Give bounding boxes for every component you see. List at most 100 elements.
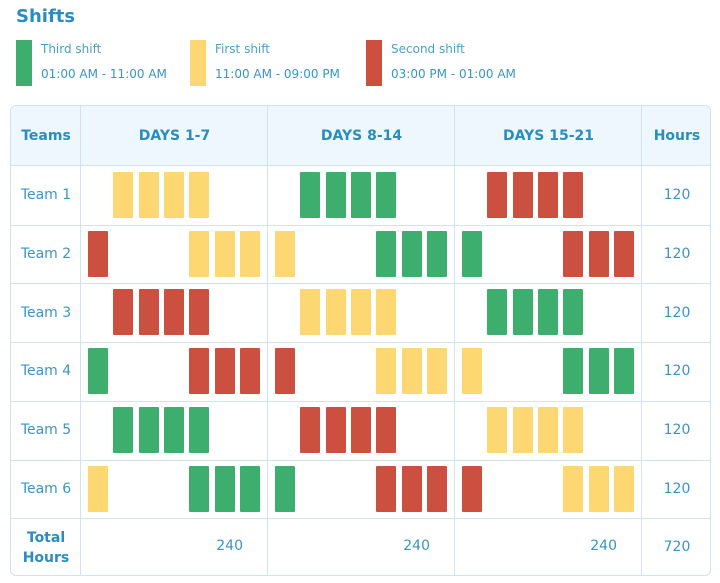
first-shift-bar (613, 465, 634, 512)
second-shift-bar (426, 465, 447, 512)
third-shift-bar (138, 406, 159, 453)
first-shift-bar (239, 230, 260, 277)
third-shift-bar (563, 289, 584, 336)
legend-swatch (190, 40, 206, 86)
second-shift-bar (537, 172, 558, 218)
third-shift-bar (325, 172, 346, 218)
total-label-line2: Hours (22, 550, 70, 566)
second-shift-bar (113, 289, 134, 336)
first-shift-bar (138, 172, 159, 218)
first-shift-bar (563, 465, 584, 512)
team-hours: 120 (663, 422, 691, 439)
team-label: Team 3 (20, 304, 72, 321)
team-label: Team 6 (20, 480, 72, 497)
third-shift-bar (214, 465, 235, 512)
legend-name: Third shift (41, 42, 102, 56)
third-shift-bar (588, 348, 609, 395)
second-shift-bar (376, 465, 397, 512)
second-shift-bar (613, 230, 634, 277)
first-shift-bar (563, 406, 584, 453)
first-shift-bar (214, 230, 235, 277)
third-shift-bar (462, 230, 482, 277)
header-days-1-7: DAYS 1-7 (138, 128, 211, 144)
third-shift-bar (239, 465, 260, 512)
team-label: Team 5 (20, 422, 72, 439)
legend-time: 01:00 AM - 11:00 AM (41, 67, 167, 81)
third-shift-bar (613, 348, 634, 395)
second-shift-bar (275, 348, 295, 395)
first-shift-bar (163, 172, 184, 218)
row-divider (11, 459, 710, 461)
team-label: Team 1 (20, 187, 72, 204)
legend-time: 11:00 AM - 09:00 PM (215, 67, 340, 81)
first-shift-bar (588, 465, 609, 512)
total-label-line1: Total (26, 530, 66, 546)
second-shift-bar (300, 406, 321, 453)
second-shift-bar (163, 289, 184, 336)
third-shift-bar (401, 230, 422, 277)
third-shift-bar (512, 289, 533, 336)
second-shift-bar (563, 172, 584, 218)
team-hours: 120 (663, 187, 691, 204)
header-days-15-21: DAYS 15-21 (503, 128, 594, 144)
second-shift-bar (487, 172, 508, 218)
first-shift-bar (350, 289, 371, 336)
header-teams: Teams (21, 128, 71, 144)
second-shift-bar (588, 230, 609, 277)
table-header (11, 106, 710, 166)
third-shift-bar (275, 465, 295, 512)
row-divider (11, 518, 710, 520)
third-shift-bar (376, 172, 397, 218)
third-shift-bar (300, 172, 321, 218)
first-shift-bar (300, 289, 321, 336)
first-shift-bar (189, 230, 210, 277)
first-shift-bar (113, 172, 134, 218)
legend-time: 03:00 PM - 01:00 AM (391, 67, 516, 81)
second-shift-bar (239, 348, 260, 395)
second-shift-bar (325, 406, 346, 453)
second-shift-bar (189, 348, 210, 395)
third-shift-bar (350, 172, 371, 218)
team-hours: 120 (663, 363, 691, 380)
second-shift-bar (189, 289, 210, 336)
third-shift-bar (563, 348, 584, 395)
column-divider (641, 106, 642, 575)
second-shift-bar (214, 348, 235, 395)
third-shift-bar (537, 289, 558, 336)
second-shift-bar (138, 289, 159, 336)
first-shift-bar (487, 406, 508, 453)
header-hours: Hours (653, 128, 701, 144)
third-shift-bar (113, 406, 134, 453)
team-label: Team 2 (20, 246, 72, 263)
header-days-8-14: DAYS 8-14 (320, 128, 403, 144)
first-shift-bar (537, 406, 558, 453)
second-shift-bar (563, 230, 584, 277)
first-shift-bar (376, 348, 397, 395)
column-divider (267, 106, 268, 575)
team-hours: 120 (663, 246, 691, 263)
total-hours-label: Total Hours (11, 528, 81, 568)
total-days-8-14: 240 (403, 538, 430, 554)
shift-table: Teams DAYS 1-7 DAYS 8-14 DAYS 15-21 Hour… (10, 105, 711, 576)
team-hours: 120 (663, 304, 691, 321)
third-shift-bar (163, 406, 184, 453)
legend-swatch (366, 40, 382, 86)
first-shift-bar (325, 289, 346, 336)
row-divider (11, 342, 710, 344)
second-shift-bar (88, 230, 108, 277)
second-shift-bar (462, 465, 482, 512)
first-shift-bar (401, 348, 422, 395)
row-divider (11, 400, 710, 402)
first-shift-bar (462, 348, 482, 395)
column-divider (454, 106, 455, 575)
first-shift-bar (88, 465, 108, 512)
first-shift-bar (275, 230, 295, 277)
third-shift-bar (189, 406, 210, 453)
third-shift-bar (426, 230, 447, 277)
legend-swatch (16, 40, 32, 86)
total-hours-value: 720 (663, 539, 691, 555)
first-shift-bar (426, 348, 447, 395)
total-days-1-7: 240 (216, 538, 243, 554)
row-divider (11, 224, 710, 226)
column-divider (80, 106, 81, 575)
